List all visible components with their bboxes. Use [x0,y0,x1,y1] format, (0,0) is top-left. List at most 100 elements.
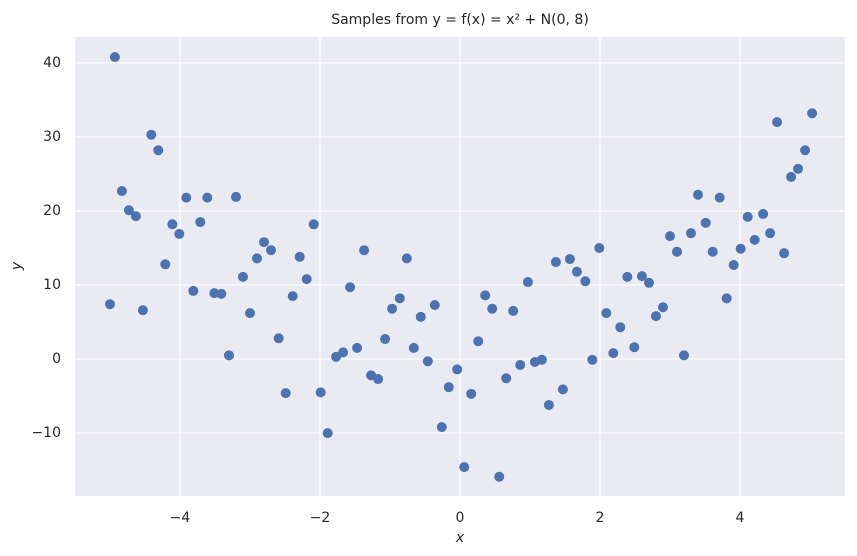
point [401,253,412,264]
point [473,336,484,347]
point [557,384,568,395]
point [587,354,598,365]
point [742,211,753,222]
point [352,342,363,353]
point [123,205,134,216]
y-axis-label: y [9,261,25,271]
point [658,302,668,313]
point [436,422,447,433]
point [280,388,291,399]
point [238,271,248,282]
point [273,333,284,344]
point [380,334,391,345]
point [188,285,199,296]
point [130,211,141,222]
point [749,234,760,245]
point [580,276,591,287]
point [294,251,305,262]
point [153,145,164,156]
point [195,217,206,228]
point [700,217,711,228]
point [536,354,547,365]
point [338,347,349,358]
point [301,274,312,285]
point [160,259,171,270]
point [345,282,356,293]
point [637,271,647,282]
point [429,299,440,310]
point [494,471,505,482]
x-tick-label: 2 [596,510,605,526]
point [672,246,682,257]
point [259,237,269,248]
point [116,185,127,196]
point [408,342,419,353]
point [679,350,689,361]
point [721,293,732,304]
point [644,277,654,288]
point [287,291,298,302]
point [245,308,255,319]
point [308,219,319,230]
point [480,290,491,301]
point [622,271,633,282]
point [501,373,512,384]
point [522,277,533,288]
point [466,388,477,399]
point [322,428,333,439]
point [594,242,605,253]
y-tick-label: 10 [43,277,61,293]
point [394,293,405,304]
point [793,163,804,174]
point [601,308,612,319]
point [686,228,696,239]
point [146,129,157,140]
point [665,231,675,242]
point [515,359,526,370]
point [550,257,561,268]
point [543,399,554,410]
point [387,303,398,314]
point [714,192,725,203]
point [487,303,498,314]
point [772,117,783,128]
point [181,192,192,203]
point [459,462,470,473]
point [415,311,426,322]
point [315,387,326,398]
point [216,288,227,299]
x-tick-label: 4 [736,510,745,526]
point [707,246,718,257]
point [252,253,262,264]
point [629,342,640,353]
x-axis-label: x [455,530,465,546]
x-tick-label: −2 [310,510,331,526]
y-tick-label: −10 [31,425,61,441]
point [765,228,776,239]
point [779,248,790,259]
point [174,228,185,239]
point [608,348,619,359]
y-tick-label: 30 [43,129,61,145]
point [137,305,148,316]
x-tick-label: −4 [170,510,191,526]
point [735,243,746,254]
chart-title: Samples from y = f(x) = x² + N(0, 8) [331,12,589,28]
point [564,254,575,265]
point [373,374,384,385]
y-tick-label: 20 [43,203,61,219]
point [202,192,213,203]
point [443,382,454,393]
point [167,219,178,230]
point [109,51,120,62]
point [231,191,241,202]
point [615,322,626,333]
point [508,305,519,316]
point [266,245,276,256]
x-tick-label: 0 [456,510,465,526]
point [224,350,234,361]
point [758,208,769,219]
point [105,299,115,310]
y-tick-label: 40 [43,55,61,71]
